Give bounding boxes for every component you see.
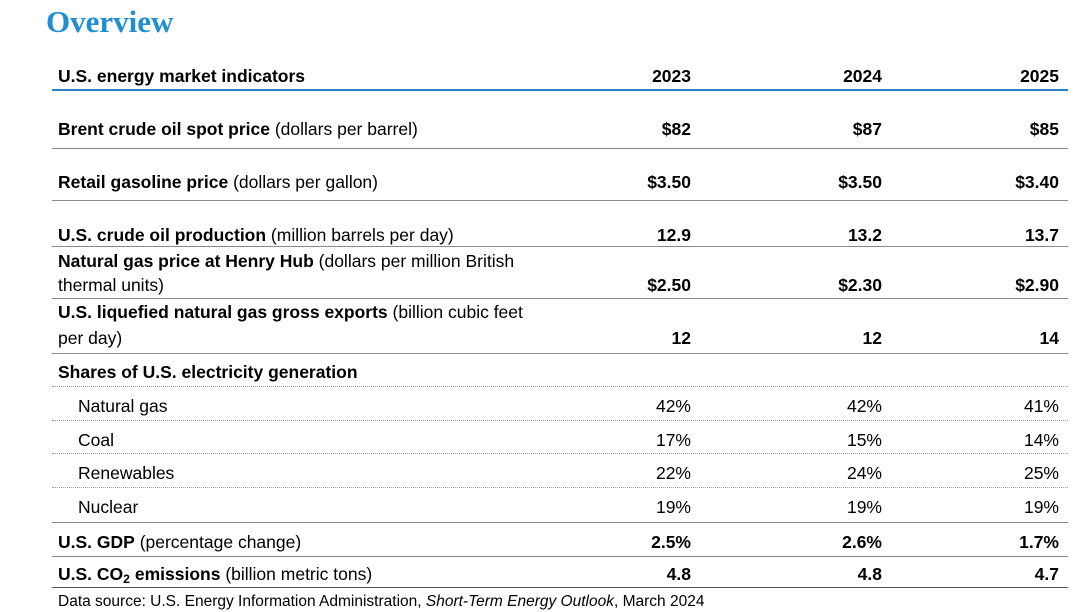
value-2025: 4.7 xyxy=(1034,564,1059,584)
value-2024: 12 xyxy=(862,328,882,348)
value-2024: 19% xyxy=(846,497,882,517)
row-unit-continued: per day) xyxy=(58,328,123,348)
value-2024: 15% xyxy=(846,430,882,450)
header-rule xyxy=(52,89,1068,91)
row-unit: (dollars per million British xyxy=(313,251,515,271)
value-2025: $85 xyxy=(1029,119,1059,139)
header-year-2023: 2023 xyxy=(652,66,691,86)
value-2024: 13.2 xyxy=(847,225,882,245)
row-divider xyxy=(52,148,1068,149)
value-2025: $3.40 xyxy=(1015,172,1059,192)
row-unit: (percentage change) xyxy=(134,532,302,552)
value-2024: 2.6% xyxy=(842,532,882,552)
table-bottom-rule xyxy=(52,587,1068,588)
value-2024: $2.30 xyxy=(838,275,882,295)
value-2024: 4.8 xyxy=(857,564,882,584)
value-2025: 19% xyxy=(1023,497,1059,517)
value-2023: 17% xyxy=(655,430,691,450)
value-2025: 14% xyxy=(1023,430,1059,450)
value-2024: 42% xyxy=(846,396,882,416)
row-divider xyxy=(52,487,1068,488)
value-2025: 25% xyxy=(1023,463,1059,483)
value-2024: $87 xyxy=(852,119,882,139)
row-divider xyxy=(52,200,1068,201)
row-unit: (billion metric tons) xyxy=(220,564,373,584)
row-unit: (billion cubic feet xyxy=(387,302,523,322)
value-2023: $82 xyxy=(661,119,691,139)
row-label: U.S. crude oil production xyxy=(58,225,267,245)
shares-heading: Shares of U.S. electricity generation xyxy=(58,362,358,382)
row-label: U.S. liquefied natural gas gross exports xyxy=(58,302,388,322)
row-unit: (dollars per barrel) xyxy=(269,119,418,139)
value-2024: 24% xyxy=(846,463,882,483)
value-2023: 2.5% xyxy=(651,532,691,552)
value-2023: 12.9 xyxy=(656,225,691,245)
row-unit: (million barrels per day) xyxy=(266,225,454,245)
value-2023: $3.50 xyxy=(647,172,691,192)
row-label: Retail gasoline price xyxy=(58,172,229,192)
header-label: U.S. energy market indicators xyxy=(58,66,306,86)
row-divider xyxy=(52,246,1068,247)
value-2023: 4.8 xyxy=(666,564,691,584)
page-title: Overview xyxy=(46,4,174,39)
share-label: Coal xyxy=(78,430,114,450)
share-label: Nuclear xyxy=(78,497,139,517)
row-divider xyxy=(52,298,1068,299)
row-label: Brent crude oil spot price xyxy=(58,119,270,139)
value-2023: 12 xyxy=(671,328,691,348)
row-unit: (dollars per gallon) xyxy=(228,172,378,192)
row-unit-continued: thermal units) xyxy=(58,275,165,295)
row-divider xyxy=(52,453,1068,454)
value-2025: 14 xyxy=(1039,328,1059,348)
value-2024: $3.50 xyxy=(838,172,882,192)
row-divider xyxy=(52,556,1068,557)
header-year-2025: 2025 xyxy=(1020,66,1059,86)
value-2023: 22% xyxy=(655,463,691,483)
row-divider xyxy=(52,420,1068,421)
row-label: U.S. CO2 emissions xyxy=(58,564,221,587)
value-2025: 13.7 xyxy=(1024,225,1059,245)
header-year-2024: 2024 xyxy=(843,66,882,86)
row-divider xyxy=(52,522,1068,523)
value-2023: 42% xyxy=(655,396,691,416)
value-2025: 1.7% xyxy=(1019,532,1059,552)
row-label: Natural gas price at Henry Hub xyxy=(58,251,314,271)
row-label: U.S. GDP xyxy=(58,532,135,552)
value-2023: $2.50 xyxy=(647,275,691,295)
share-label: Renewables xyxy=(78,463,175,483)
row-divider xyxy=(52,353,1068,354)
row-divider xyxy=(52,386,1068,387)
value-2023: 19% xyxy=(655,497,691,517)
share-label: Natural gas xyxy=(78,396,168,416)
value-2025: 41% xyxy=(1023,396,1059,416)
value-2025: $2.90 xyxy=(1015,275,1059,295)
data-source-note: Data source: U.S. Energy Information Adm… xyxy=(58,593,705,610)
